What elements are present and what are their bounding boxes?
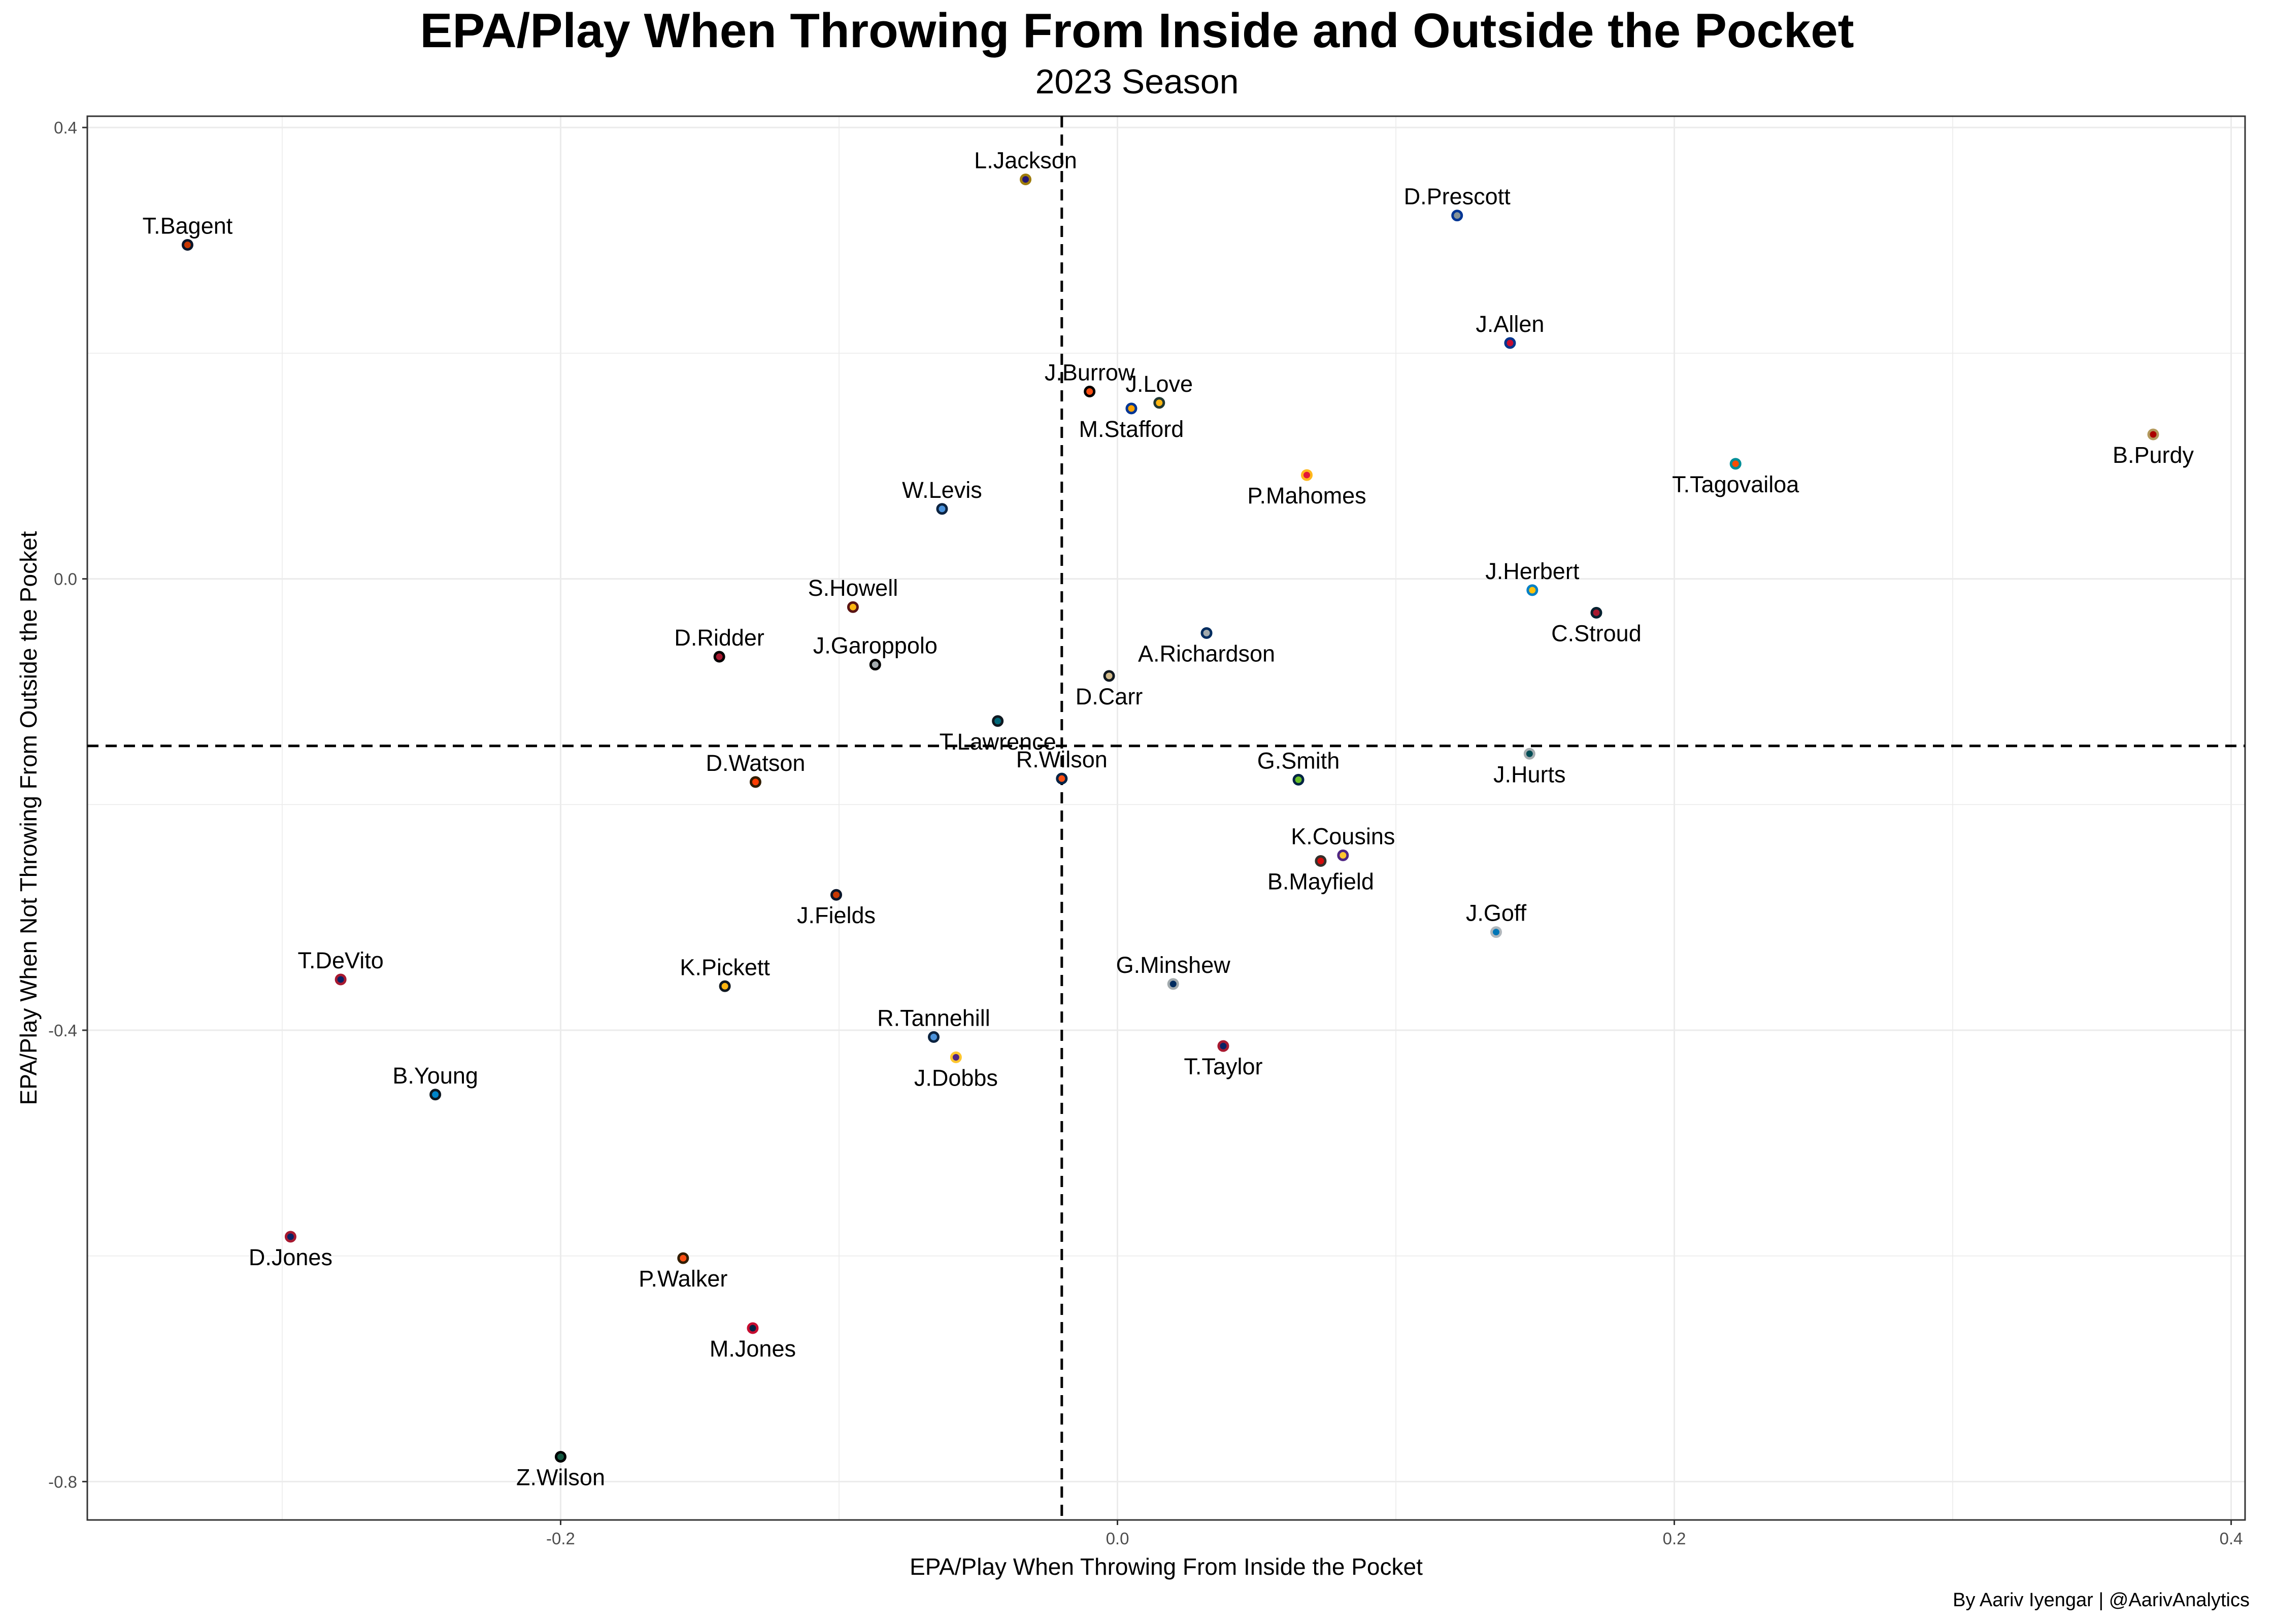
point-label: P.Mahomes xyxy=(1247,483,1366,509)
x-axis-title: EPA/Play When Throwing From Inside the P… xyxy=(910,1553,1423,1580)
data-point xyxy=(1490,926,1502,938)
data-point xyxy=(1526,584,1539,596)
data-point xyxy=(1167,978,1179,990)
data-point xyxy=(1200,627,1213,639)
point-label: Z.Wilson xyxy=(516,1464,605,1490)
point-label: D.Jones xyxy=(249,1244,332,1270)
data-point xyxy=(936,503,948,515)
data-point xyxy=(713,651,725,663)
point-label: L.Jackson xyxy=(974,148,1077,174)
x-tick-label: 0.4 xyxy=(2220,1529,2243,1548)
data-point xyxy=(1103,670,1115,682)
point-label: T.Taylor xyxy=(1184,1054,1262,1079)
data-point xyxy=(1084,386,1096,398)
data-point xyxy=(429,1089,442,1101)
data-point xyxy=(1337,849,1349,861)
point-label: G.Minshew xyxy=(1116,952,1231,978)
data-point xyxy=(927,1031,940,1043)
data-point xyxy=(1590,606,1602,619)
point-label: W.Levis xyxy=(902,477,982,503)
point-label: T.Bagent xyxy=(143,213,233,239)
point-label: M.Stafford xyxy=(1079,416,1184,442)
data-point xyxy=(1315,855,1327,867)
data-points xyxy=(181,174,2159,1463)
data-point xyxy=(1729,458,1742,470)
y-tick-label: -0.4 xyxy=(48,1021,77,1040)
point-label: J.Love xyxy=(1125,371,1193,397)
point-label: J.Burrow xyxy=(1045,360,1135,386)
point-label: B.Purdy xyxy=(2113,442,2194,468)
data-point xyxy=(747,1322,759,1334)
point-label: D.Prescott xyxy=(1404,184,1511,210)
x-tick-label: 0.2 xyxy=(1663,1529,1686,1548)
axes-layer: -0.2 0.0 0.2 0.4 -0.8 -0.4 0.0 0.4 xyxy=(48,118,2243,1548)
point-label: J.Garoppolo xyxy=(813,633,938,659)
data-point xyxy=(1153,397,1165,409)
chart-title: EPA/Play When Throwing From Inside and O… xyxy=(420,4,1854,58)
point-label: J.Herbert xyxy=(1485,558,1580,584)
point-label: D.Watson xyxy=(706,750,805,776)
chart-subtitle: 2023 Season xyxy=(1035,62,1239,101)
panel-border xyxy=(86,115,2246,1521)
point-label: A.Richardson xyxy=(1138,640,1275,666)
data-point xyxy=(284,1231,296,1243)
data-point xyxy=(847,601,859,613)
data-point xyxy=(2147,428,2159,441)
point-label: S.Howell xyxy=(808,575,898,601)
point-label: B.Young xyxy=(392,1063,478,1089)
point-label: P.Walker xyxy=(639,1266,727,1292)
grid-layer xyxy=(87,116,2245,1520)
data-point xyxy=(992,715,1004,727)
point-label: D.Carr xyxy=(1076,684,1143,709)
y-tick-label: 0.4 xyxy=(54,118,77,137)
point-label: J.Dobbs xyxy=(914,1065,998,1091)
data-point xyxy=(181,239,193,251)
data-point xyxy=(677,1252,689,1264)
x-tick-label: -0.2 xyxy=(546,1529,575,1548)
x-tick-label: 0.0 xyxy=(1106,1529,1129,1548)
data-point xyxy=(749,776,761,788)
data-point xyxy=(719,980,731,992)
point-label: T.DeVito xyxy=(298,948,384,973)
point-label: J.Allen xyxy=(1476,311,1544,337)
data-point xyxy=(950,1051,962,1063)
point-label: T.Tagovailoa xyxy=(1672,471,1799,497)
data-point xyxy=(1292,773,1305,786)
y-axis-title: EPA/Play When Not Throwing From Outside … xyxy=(15,531,42,1105)
point-label: B.Mayfield xyxy=(1267,868,1374,894)
data-point xyxy=(1217,1040,1229,1052)
point-labels: L.Jackson T.Bagent D.Prescott J.Allen J.Burr… xyxy=(143,148,2194,1491)
data-point xyxy=(1125,402,1138,415)
reference-lines xyxy=(87,116,2245,1520)
point-label: K.Cousins xyxy=(1291,823,1395,849)
data-point xyxy=(1451,210,1463,222)
data-point xyxy=(1019,174,1031,186)
point-label: C.Stroud xyxy=(1551,620,1642,646)
point-label: T.Lawrence xyxy=(940,729,1056,755)
point-label: M.Jones xyxy=(710,1336,796,1362)
y-tick-label: 0.0 xyxy=(54,570,77,589)
point-label: R.Tannehill xyxy=(877,1005,990,1031)
data-point xyxy=(1056,772,1068,785)
point-label: J.Hurts xyxy=(1493,761,1566,787)
point-label: K.Pickett xyxy=(680,954,770,980)
data-point xyxy=(554,1450,566,1463)
data-point xyxy=(335,973,347,986)
point-label: J.Goff xyxy=(1466,900,1527,926)
data-point xyxy=(869,659,881,671)
chart-caption: By Aariv Iyengar | @AarivAnalytics xyxy=(1953,1589,2250,1611)
point-label: J.Fields xyxy=(797,902,876,928)
point-label: R.Wilson xyxy=(1016,747,1108,772)
point-label: D.Ridder xyxy=(674,625,764,651)
data-point xyxy=(1523,748,1535,760)
data-point xyxy=(1504,337,1516,349)
data-point xyxy=(830,889,843,901)
y-tick-label: -0.8 xyxy=(48,1472,77,1491)
data-point xyxy=(1301,469,1313,481)
point-label: G.Smith xyxy=(1257,748,1340,773)
